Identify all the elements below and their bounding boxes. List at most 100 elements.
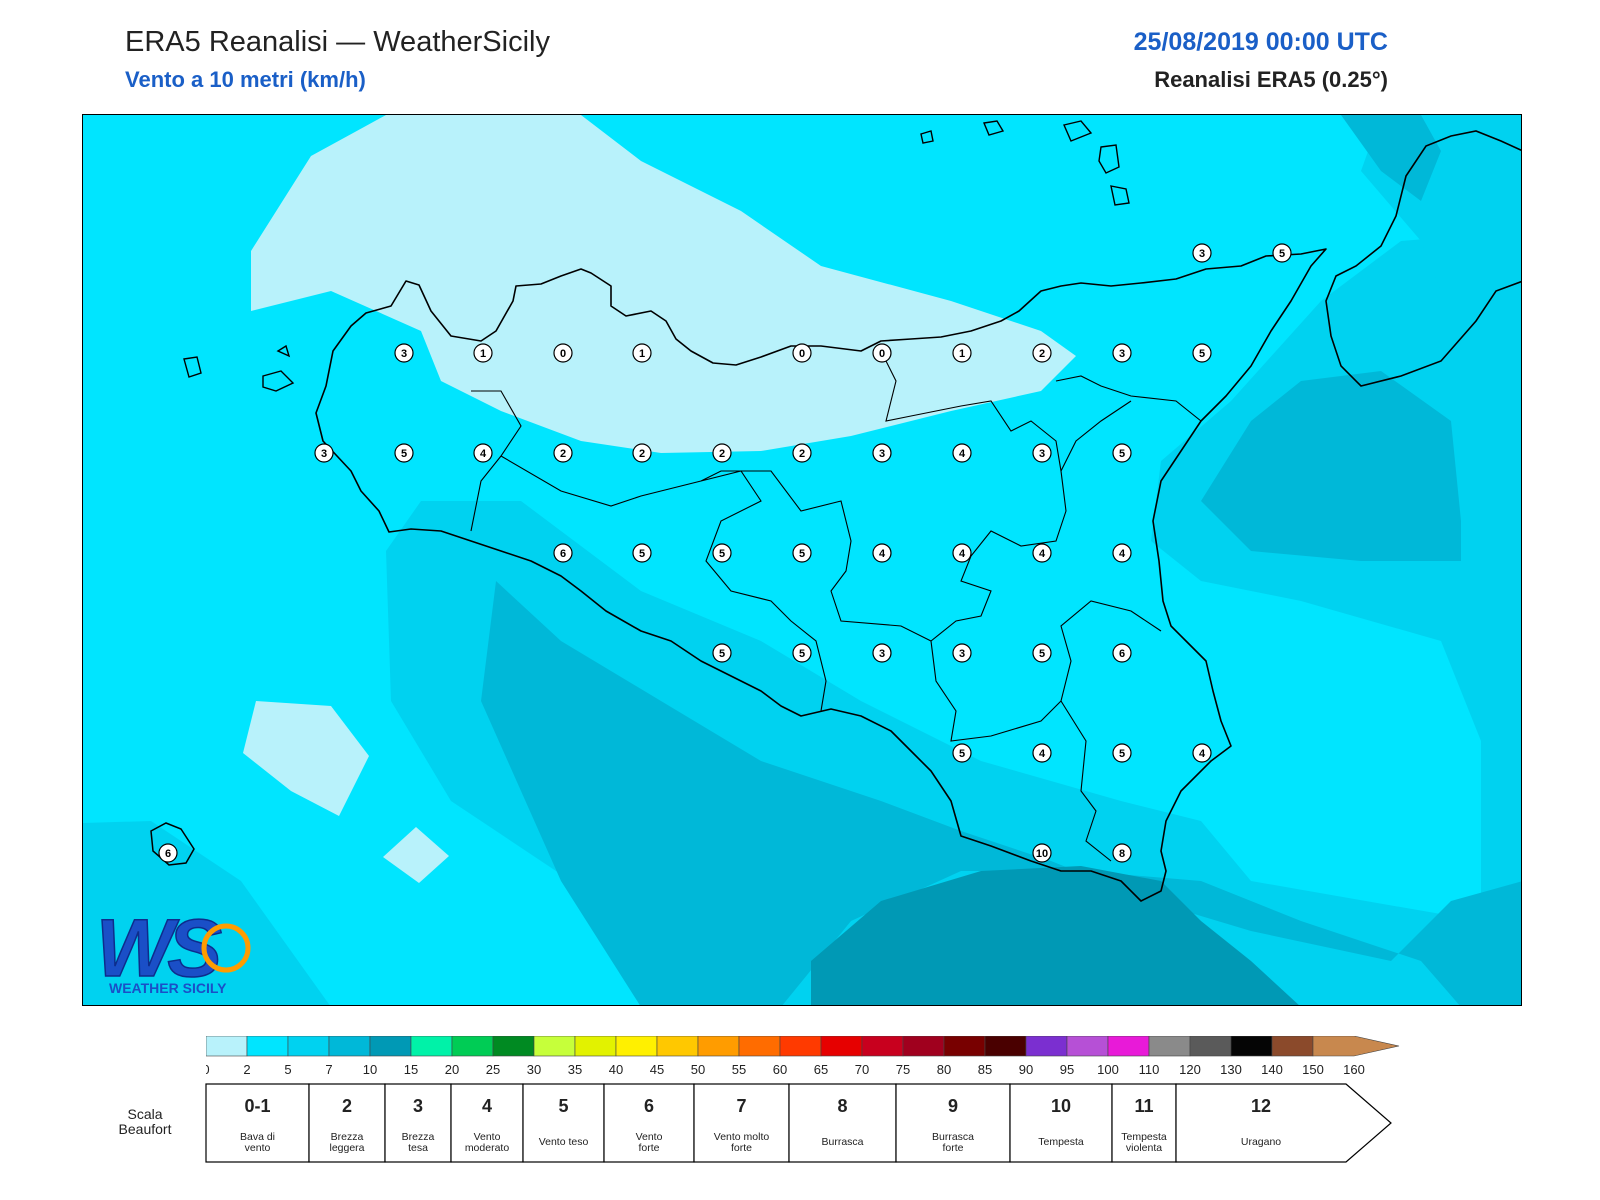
wind-point-marker: 3 [1112,343,1132,363]
beaufort-name: tesa [408,1142,428,1154]
wind-point-marker: 3 [314,443,334,463]
wind-point-value: 8 [1119,848,1125,860]
aeolian-island-4 [1098,144,1120,174]
colorbar-tick-label: 75 [896,1062,910,1077]
wind-point-circle [632,543,652,563]
beaufort-label-line2: Beaufort [119,1121,172,1137]
wind-point-value: 5 [719,548,725,560]
wind-point-value: 2 [1039,348,1045,360]
wind-speed-colorbar: 0257101520253035404550556065707580859095… [202,1035,1406,1089]
wind-point-marker: 4 [872,543,892,563]
wind-point-marker: 1 [632,343,652,363]
pantelleria-island [150,822,195,866]
beaufort-number: 9 [948,1096,958,1116]
wind-point-circle [1112,443,1132,463]
beaufort-name: forte [638,1142,659,1154]
beaufort-number: 6 [644,1096,654,1116]
logo-text: WEATHER SICILY [109,980,227,996]
wind-point-value: 1 [959,348,965,360]
beaufort-cell [603,1083,695,1163]
field-bin-5-7-south [83,821,330,1005]
wind-point-value: 4 [959,548,966,560]
beaufort-scale: Scala Beaufort 0-1 Bava di vento 2 Brezza leg… [110,1082,1410,1173]
wind-point-marker: 5 [1272,243,1292,263]
wind-point-value: 5 [799,648,805,660]
wind-point-value: 5 [1119,748,1125,760]
page-title: ERA5 Reanalisi — WeatherSicily [125,26,550,58]
wind-point-value: 2 [639,448,645,460]
wind-point-marker: 8 [1112,843,1132,863]
aeolian-island-1 [920,130,934,144]
colorbar-tick-label: 100 [1097,1062,1119,1077]
wind-point-value: 5 [1199,348,1205,360]
beaufort-name: forte [942,1142,963,1154]
wind-point-value: 0 [799,348,805,360]
wind-point-value: 4 [1039,748,1046,760]
wind-point-circle [473,343,493,363]
wind-point-value: 0 [879,348,885,360]
wind-point-marker: 5 [632,543,652,563]
wind-point-marker: 5 [792,543,812,563]
wind-point-circle [712,643,732,663]
colorbar-tick-label: 160 [1343,1062,1365,1077]
beaufort-name: Bava di [240,1131,275,1143]
beaufort-cell-arrow [1175,1083,1392,1163]
colorbar-tick-label: 150 [1302,1062,1324,1077]
wind-point-circle [1272,243,1292,263]
beaufort-number: 12 [1251,1096,1271,1116]
wind-point-marker: 6 [553,543,573,563]
beaufort-number: 0-1 [244,1096,270,1116]
colorbar-cell [820,1035,863,1057]
beaufort-number: 10 [1051,1096,1071,1116]
wind-point-circle [952,443,972,463]
wind-point-value: 4 [1119,548,1126,560]
wind-point-marker: 1 [952,343,972,363]
colorbar-cell [1025,1035,1068,1057]
colorbar-tick-label: 120 [1179,1062,1201,1077]
wind-point-value: 3 [879,648,885,660]
beaufort-number: 3 [413,1096,423,1116]
colorbar-tick-label: 15 [404,1062,418,1077]
wind-point-circle [632,343,652,363]
wind-point-value: 2 [799,448,805,460]
wind-point-value: 5 [639,548,645,560]
wind-point-circle [314,443,334,463]
colorbar-tick-label: 40 [609,1062,623,1077]
wind-point-marker: 2 [792,443,812,463]
wind-point-marker: 5 [1112,443,1132,463]
wind-point-circle [792,543,812,563]
egadi-island-1 [183,356,202,378]
wind-point-circle [1112,843,1132,863]
beaufort-name: Vento molto [714,1131,770,1143]
wind-point-value: 10 [1036,848,1048,860]
wind-point-circle [394,343,414,363]
field-bin-7-10-ne [1341,115,1441,201]
wind-point-value: 4 [480,448,487,460]
wind-point-value: 5 [1279,248,1285,260]
colorbar-cell [205,1035,248,1057]
wind-point-marker: 5 [792,643,812,663]
wind-point-marker: 5 [712,643,732,663]
field-bin-0-2-island-south [383,827,449,883]
colorbar-cells [205,1035,1400,1057]
page-subtitle: Vento a 10 metri (km/h) [125,67,366,92]
wind-point-value: 0 [560,348,566,360]
field-bin-7-10-south [481,581,1521,1005]
colorbar-cell [492,1035,535,1057]
beaufort-name: forte [731,1142,752,1154]
beaufort-name: Vento [636,1131,663,1143]
weathersicily-logo: WS WEATHER SICILY [95,902,251,996]
colorbar-tick-label: 60 [773,1062,787,1077]
wind-point-value: 4 [1039,548,1046,560]
beaufort-label-line1: Scala [127,1106,162,1122]
wind-point-circle [872,643,892,663]
wind-point-marker: 2 [1032,343,1052,363]
colorbar-tick-label: 85 [978,1062,992,1077]
wind-point-marker: 4 [1032,543,1052,563]
